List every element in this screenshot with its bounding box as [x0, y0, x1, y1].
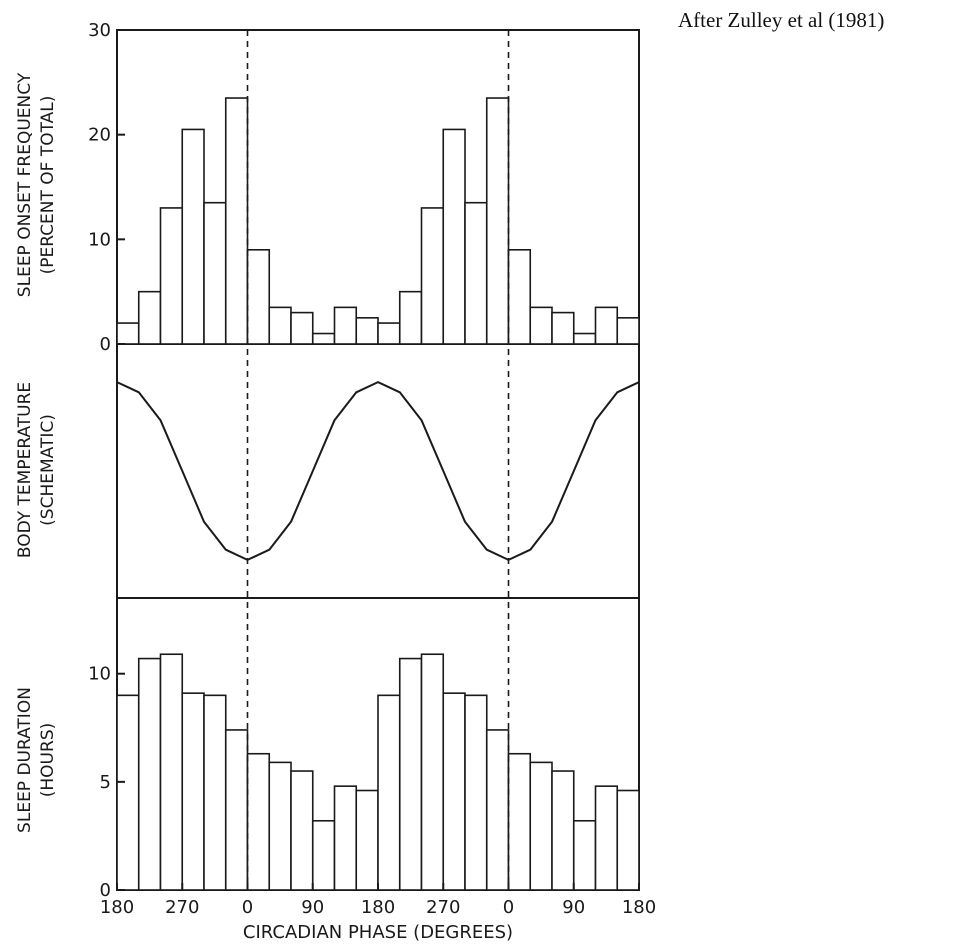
duration-bar-22 [594, 785, 619, 891]
middle-ylabel-line2: (SCHEMATIC) [38, 414, 58, 526]
duration-bar-2 [159, 653, 184, 891]
phase-zero-dashed-lines [246, 30, 510, 890]
duration-bar-10 [333, 785, 358, 891]
bottom-ylabel-line2: (HOURS) [38, 723, 58, 797]
duration-bar-23 [616, 789, 640, 891]
onset-bar-10 [333, 306, 358, 345]
onset-bar-5 [224, 97, 249, 345]
axes: 0 10 20 30 0 5 10 180 270 0 90 180 270 0 90 180 [88, 20, 656, 918]
x-axis-label: CIRCADIAN PHASE (DEGREES) [243, 922, 513, 943]
bottom-ylabel-line1: SLEEP DURATION [15, 687, 35, 833]
duration-bar-9 [311, 819, 336, 891]
onset-bar-6 [246, 249, 271, 345]
duration-bar-11 [355, 789, 379, 891]
sleep-onset-bars [116, 97, 640, 345]
x-tick-label-2: 0 [242, 897, 253, 918]
onset-bar-4 [203, 201, 227, 345]
top-ytick-label-1: 10 [88, 229, 111, 250]
bottom-ytick-label-1: 5 [100, 772, 111, 793]
x-tick-label-7: 90 [562, 897, 585, 918]
bottom-ytick-label-2: 10 [88, 664, 111, 685]
x-tick-label-3: 90 [301, 897, 324, 918]
onset-bar-2 [159, 207, 184, 345]
top-ylabel-line1: SLEEP ONSET FREQUENCY [15, 72, 35, 297]
duration-bar-14 [420, 653, 445, 891]
bottom-ytick-label-0: 0 [100, 880, 111, 901]
duration-bar-0 [116, 694, 140, 891]
middle-ylabel-line1: BODY TEMPERATURE [15, 382, 35, 558]
temperature-line [116, 381, 640, 561]
duration-bar-21 [572, 819, 597, 891]
onset-bar-22 [594, 306, 619, 345]
top-ytick-label-0: 0 [100, 334, 111, 355]
duration-bar-12 [377, 694, 401, 891]
top-ytick-label-2: 20 [88, 125, 111, 146]
duration-bar-7 [268, 761, 292, 891]
duration-bar-5 [224, 729, 249, 891]
onset-bar-0 [116, 322, 140, 345]
onset-bar-13 [398, 290, 423, 345]
duration-bar-8 [290, 770, 314, 891]
duration-bar-3 [181, 692, 205, 891]
onset-bar-17 [485, 97, 510, 345]
duration-bar-4 [203, 694, 227, 891]
duration-bar-13 [398, 657, 423, 891]
duration-bar-18 [507, 752, 532, 891]
onset-bar-14 [420, 207, 445, 345]
onset-bar-23 [616, 317, 640, 345]
onset-bar-21 [572, 332, 597, 345]
duration-bar-19 [529, 761, 553, 891]
duration-bar-20 [551, 770, 575, 891]
duration-bar-15 [442, 692, 466, 891]
x-tick-label-6: 0 [503, 897, 514, 918]
duration-bar-1 [137, 657, 162, 891]
x-tick-label-4: 180 [361, 897, 395, 918]
attribution: After Zulley et al (1981) [678, 8, 885, 32]
onset-bar-9 [311, 332, 336, 345]
onset-bar-1 [137, 290, 162, 345]
x-tick-label-5: 270 [426, 897, 460, 918]
x-tick-label-0: 180 [100, 897, 134, 918]
duration-bar-17 [485, 729, 510, 891]
onset-bar-11 [355, 317, 379, 345]
onset-bar-16 [464, 201, 488, 345]
onset-bar-3 [181, 128, 205, 345]
onset-bar-7 [268, 306, 292, 345]
onset-bar-12 [377, 322, 401, 345]
body-temperature-curve [116, 381, 640, 561]
sleep-duration-bars [116, 653, 640, 891]
top-ylabel-line2: (PERCENT OF TOTAL) [38, 96, 58, 275]
onset-bar-20 [551, 311, 575, 345]
duration-bar-6 [246, 752, 271, 891]
x-tick-label-8: 180 [622, 897, 656, 918]
top-ytick-label-3: 30 [88, 20, 111, 41]
onset-bar-18 [507, 249, 532, 345]
duration-bar-16 [464, 694, 488, 891]
onset-bar-15 [442, 128, 466, 345]
onset-bar-19 [529, 306, 553, 345]
onset-bar-8 [290, 311, 314, 345]
x-tick-label-1: 270 [165, 897, 199, 918]
